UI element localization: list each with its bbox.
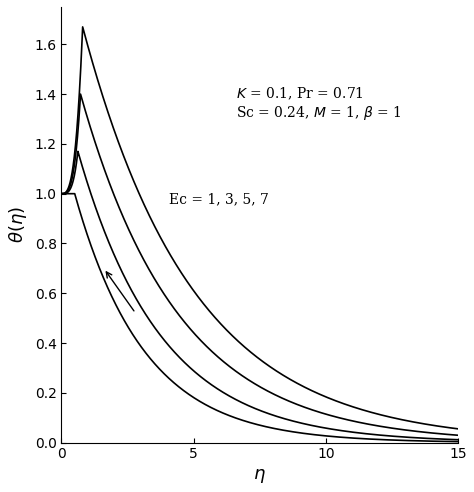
- Text: $K$ = 0.1, Pr = 0.71
Sc = 0.24, $M$ = 1, $\beta$ = 1: $K$ = 0.1, Pr = 0.71 Sc = 0.24, $M$ = 1,…: [236, 86, 401, 123]
- X-axis label: $\eta$: $\eta$: [254, 467, 266, 485]
- Text: Ec = 1, 3, 5, 7: Ec = 1, 3, 5, 7: [169, 192, 268, 206]
- Y-axis label: $\theta(\eta)$: $\theta(\eta)$: [7, 206, 29, 243]
